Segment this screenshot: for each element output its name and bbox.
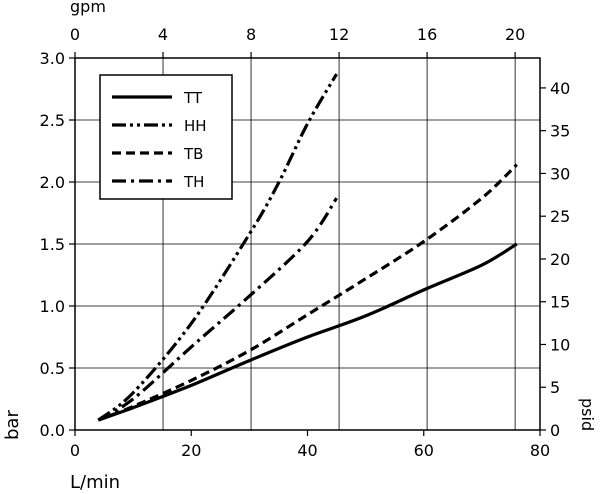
x2-tick-label: 8 xyxy=(246,25,256,44)
series-line-tb xyxy=(97,163,518,422)
x2-tick-label: 0 xyxy=(70,25,80,44)
x-axis-label: L/min xyxy=(70,472,120,493)
y2-tick-label: 30 xyxy=(550,164,570,183)
x2-axis-label: gpm xyxy=(70,0,106,16)
x-tick-label: 0 xyxy=(70,441,80,460)
y-tick-label: 1.5 xyxy=(40,235,65,254)
y-tick-labels: 0.0 0.5 1.0 1.5 2.0 2.5 3.0 xyxy=(40,49,75,440)
x-tick-label: 80 xyxy=(530,441,550,460)
y2-tick-label: 40 xyxy=(550,79,570,98)
x2-tick-labels: 0 4 8 12 16 20 xyxy=(70,25,525,58)
legend-label-hh: HH xyxy=(184,117,207,135)
y-tick-label: 0.0 xyxy=(40,421,65,440)
y2-tick-label: 20 xyxy=(550,250,570,269)
y-tick-label: 0.5 xyxy=(40,359,65,378)
y-axis-label: bar xyxy=(2,410,23,440)
series-line-th xyxy=(97,197,338,422)
x-tick-label: 20 xyxy=(181,441,201,460)
y-tick-label: 3.0 xyxy=(40,49,65,68)
series-line-tt xyxy=(97,242,518,422)
x-tick-labels: 0 20 40 60 80 xyxy=(70,430,550,460)
y2-axis-label: psid xyxy=(578,398,597,431)
legend-label-th: TH xyxy=(183,173,204,191)
y2-tick-label: 25 xyxy=(550,207,570,226)
y2-tick-label: 10 xyxy=(550,335,570,354)
x2-tick-label: 4 xyxy=(158,25,168,44)
series-line-hh xyxy=(97,73,338,422)
y-tick-label: 2.5 xyxy=(40,111,65,130)
y2-tick-labels: 0 5 10 15 20 25 30 35 40 xyxy=(540,79,570,440)
y2-tick-label: 5 xyxy=(550,378,560,397)
y-tick-label: 2.0 xyxy=(40,173,65,192)
legend-label-tt: TT xyxy=(183,89,203,107)
y2-tick-label: 15 xyxy=(550,293,570,312)
legend-label-tb: TB xyxy=(183,145,203,163)
x2-tick-label: 20 xyxy=(505,25,525,44)
x2-tick-label: 16 xyxy=(417,25,437,44)
x2-tick-label: 12 xyxy=(329,25,349,44)
x-tick-label: 60 xyxy=(414,441,434,460)
series-lines xyxy=(97,73,518,422)
y2-tick-label: 0 xyxy=(550,421,560,440)
y-tick-label: 1.0 xyxy=(40,297,65,316)
y2-tick-label: 35 xyxy=(550,122,570,141)
x-tick-label: 40 xyxy=(297,441,317,460)
legend: TT HH TB TH xyxy=(99,74,233,200)
